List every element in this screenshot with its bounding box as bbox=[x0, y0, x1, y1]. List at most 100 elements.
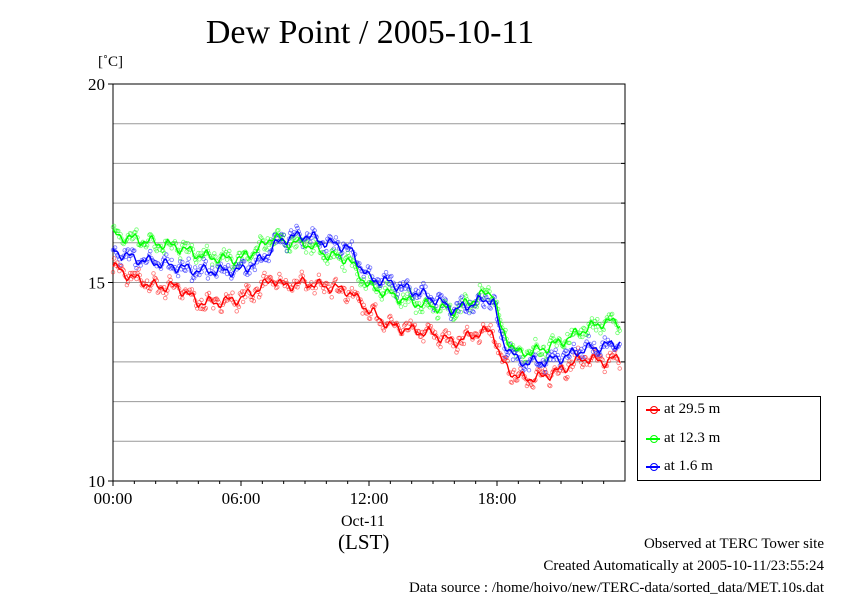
data-point bbox=[580, 364, 585, 370]
data-point bbox=[225, 263, 231, 268]
data-point bbox=[292, 278, 297, 283]
data-point bbox=[246, 283, 251, 288]
data-point bbox=[395, 292, 400, 297]
data-point bbox=[496, 343, 502, 348]
data-point bbox=[196, 250, 201, 256]
data-point bbox=[141, 280, 147, 286]
data-point bbox=[251, 298, 256, 304]
data-point bbox=[243, 295, 248, 300]
data-point bbox=[403, 302, 408, 308]
data-point bbox=[189, 287, 195, 292]
data-point bbox=[563, 375, 568, 381]
data-point bbox=[617, 366, 622, 371]
data-point bbox=[177, 295, 183, 300]
data-point bbox=[484, 295, 489, 300]
data-point bbox=[329, 295, 334, 300]
data-point bbox=[213, 254, 218, 259]
data-point bbox=[379, 297, 384, 302]
data-point bbox=[227, 248, 232, 254]
data-point bbox=[582, 326, 587, 331]
data-point bbox=[151, 271, 156, 276]
data-point bbox=[293, 231, 298, 236]
data-point bbox=[284, 248, 290, 254]
x-axis-label: (LST) bbox=[338, 530, 390, 554]
data-point bbox=[381, 328, 387, 333]
data-point bbox=[526, 368, 532, 373]
data-point bbox=[177, 256, 183, 261]
data-point bbox=[171, 285, 176, 290]
footer-site: Observed at TERC Tower site bbox=[643, 536, 824, 552]
data-point bbox=[527, 349, 533, 354]
data-point bbox=[163, 295, 168, 301]
footer-source: Data source : /home/hoivo/new/TERC-data/… bbox=[408, 580, 824, 596]
data-point bbox=[488, 306, 493, 311]
data-point bbox=[439, 293, 444, 298]
data-point bbox=[455, 301, 460, 306]
data-point bbox=[186, 249, 191, 255]
data-point bbox=[147, 232, 152, 238]
data-point bbox=[505, 358, 510, 364]
data-point bbox=[294, 244, 299, 249]
data-point bbox=[405, 278, 410, 283]
data-point bbox=[148, 248, 153, 254]
data-point bbox=[166, 265, 171, 270]
data-point bbox=[460, 336, 466, 341]
data-point bbox=[110, 270, 116, 275]
data-point bbox=[421, 339, 426, 344]
data-point bbox=[340, 264, 345, 270]
data-point bbox=[567, 359, 572, 364]
data-point bbox=[192, 265, 198, 270]
data-point bbox=[185, 240, 190, 246]
data-point bbox=[206, 290, 212, 296]
data-point bbox=[510, 357, 516, 362]
data-point bbox=[136, 267, 141, 272]
data-point bbox=[134, 276, 139, 282]
data-point bbox=[535, 344, 540, 349]
data-point bbox=[293, 245, 298, 250]
data-point bbox=[357, 261, 362, 266]
legend-label: at 29.5 m bbox=[664, 401, 721, 417]
data-point bbox=[442, 329, 447, 334]
data-point bbox=[571, 341, 576, 347]
data-point bbox=[477, 339, 483, 344]
data-point bbox=[169, 246, 174, 251]
data-point bbox=[209, 265, 215, 270]
data-point bbox=[367, 316, 373, 321]
data-point bbox=[461, 341, 467, 347]
data-point bbox=[214, 296, 219, 301]
data-point bbox=[349, 239, 355, 244]
data-point bbox=[309, 280, 314, 285]
data-point bbox=[325, 261, 330, 266]
data-point bbox=[533, 352, 538, 357]
data-point bbox=[549, 335, 554, 341]
data-point bbox=[402, 323, 407, 328]
series-line-2 bbox=[112, 230, 621, 368]
data-point bbox=[398, 304, 404, 309]
data-point bbox=[111, 223, 117, 229]
data-point bbox=[184, 249, 189, 254]
data-point bbox=[598, 352, 603, 358]
data-point bbox=[333, 276, 339, 282]
data-point bbox=[487, 305, 492, 310]
data-point bbox=[542, 370, 548, 375]
data-point bbox=[224, 257, 230, 262]
data-point bbox=[110, 224, 116, 230]
legend-label: at 1.6 m bbox=[664, 458, 713, 474]
data-point bbox=[294, 223, 299, 229]
data-point bbox=[527, 380, 533, 385]
data-point bbox=[263, 281, 268, 287]
data-point bbox=[191, 276, 197, 281]
data-point bbox=[177, 259, 183, 264]
data-point bbox=[199, 297, 204, 303]
data-point bbox=[564, 348, 569, 353]
data-point bbox=[240, 299, 246, 305]
data-point bbox=[419, 334, 424, 339]
data-point bbox=[275, 284, 280, 290]
data-point bbox=[586, 333, 591, 339]
data-point bbox=[389, 273, 394, 279]
data-point bbox=[316, 272, 322, 277]
data-point bbox=[176, 251, 182, 256]
legend-item-1-6m: at 1.6 m bbox=[646, 458, 713, 475]
data-point bbox=[534, 342, 539, 347]
